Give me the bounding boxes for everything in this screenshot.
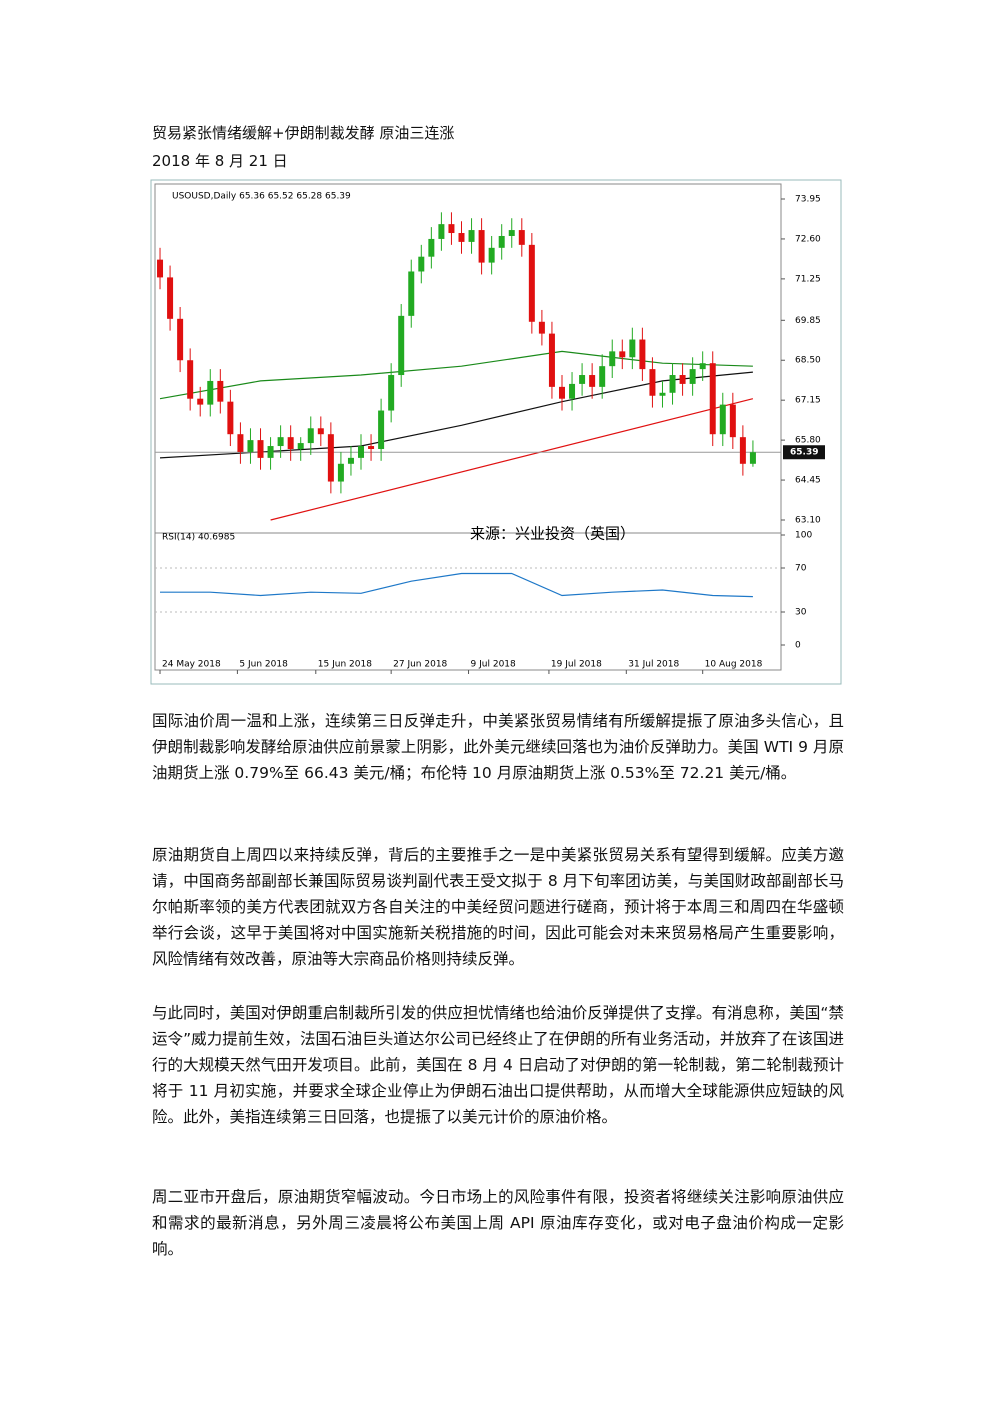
candle-body: [277, 437, 284, 447]
candle-body: [669, 375, 676, 393]
y-tick-label: 69.85: [795, 316, 821, 326]
candle-body: [247, 440, 254, 452]
candle-body: [629, 339, 636, 358]
candle-body: [709, 363, 716, 435]
candle-body: [599, 366, 606, 387]
candle-body: [217, 380, 224, 402]
candle-body: [609, 351, 616, 367]
candle-body: [579, 375, 586, 384]
y-tick-label: 65.80: [795, 436, 821, 446]
candle-body: [207, 380, 214, 405]
source-note: 来源：兴业投资（英国）: [470, 525, 635, 543]
rsi-line: [160, 572, 753, 598]
rsi-tick-label: 70: [795, 564, 807, 574]
candle-body: [498, 235, 505, 248]
candle-body: [589, 375, 596, 387]
paragraph: 国际油价周一温和上涨，连续第三日反弹走升，中美紧张贸易情绪有所缓解提振了原油多头…: [152, 712, 844, 782]
candle-body: [468, 230, 475, 242]
y-tick-label: 72.60: [795, 234, 821, 244]
candle-body: [739, 437, 746, 464]
candle-body: [257, 440, 264, 458]
candle-body: [649, 369, 656, 396]
candle-body: [558, 386, 565, 399]
paragraph: 周二亚市开盘后，原油期货窄幅波动。今日市场上的风险事件有限，投资者将继续关注影响…: [152, 1188, 844, 1258]
x-tick-label: 19 Jul 2018: [551, 660, 602, 670]
candle-body: [297, 443, 304, 449]
x-tick-label: 31 Jul 2018: [628, 660, 679, 670]
candle-body: [428, 238, 435, 257]
candle-body: [518, 230, 525, 245]
x-tick-label: 24 May 2018: [162, 660, 221, 670]
rsi-title: RSI(14) 40.6985: [162, 533, 235, 543]
rsi-tick-label: 0: [795, 641, 801, 651]
indicator-line: [159, 350, 753, 400]
indicator-line: [270, 398, 754, 521]
candle-body: [368, 446, 375, 449]
candle-body: [418, 256, 425, 272]
x-tick-label: 27 Jun 2018: [393, 660, 447, 670]
y-tick-label: 63.10: [795, 516, 821, 526]
candle-body: [659, 392, 666, 396]
candle-body: [388, 375, 395, 411]
candle-body: [267, 446, 274, 458]
plot-frame: [154, 183, 782, 671]
doc-title: 贸易紧张情绪缓解+伊朗制裁发酵 原油三连涨: [152, 124, 455, 142]
candle-body: [157, 259, 164, 278]
doc-date: 2018 年 8 月 21 日: [152, 152, 288, 170]
paragraph: 与此同时，美国对伊朗重启制裁所引发的供应担忧情绪也给油价反弹提供了支撑。有消息称…: [152, 1004, 844, 1126]
x-tick-label: 5 Jun 2018: [239, 660, 288, 670]
rsi-tick-label: 30: [795, 608, 807, 618]
candle-body: [197, 398, 204, 405]
candle-body: [508, 230, 515, 236]
y-tick-label: 67.15: [795, 396, 821, 406]
candle-body: [337, 463, 344, 482]
paragraph: 原油期货自上周四以来持续反弹，背后的主要推手之一是中美紧张贸易关系有望得到缓解。…: [152, 846, 844, 968]
x-tick-label: 15 Jun 2018: [318, 660, 372, 670]
candle-body: [699, 363, 706, 370]
candle-body: [639, 339, 646, 370]
candle-body: [528, 244, 535, 322]
candle-body: [538, 321, 545, 334]
candle-body: [478, 230, 485, 263]
price-tag-bg: [783, 445, 825, 460]
candle-body: [458, 233, 465, 242]
candle-body: [619, 351, 626, 358]
price-tag: 65.39: [790, 448, 818, 458]
chart-title: USOUSD,Daily 65.36 65.52 65.28 65.39: [172, 192, 351, 202]
candle-body: [548, 333, 555, 387]
candle-body: [327, 434, 334, 482]
candle-body: [307, 428, 314, 444]
y-tick-label: 68.50: [795, 356, 821, 366]
candle-body: [317, 428, 324, 435]
candle-body: [438, 224, 445, 239]
candle-body: [347, 457, 354, 464]
candle-body: [679, 375, 686, 384]
candle-body: [237, 434, 244, 452]
chart-frame: [150, 179, 842, 685]
candle-body: [689, 369, 696, 384]
y-tick-label: 73.95: [795, 195, 821, 205]
candle-body: [287, 437, 294, 449]
candle-body: [378, 410, 385, 449]
x-tick-label: 9 Jul 2018: [471, 660, 516, 670]
candle-body: [227, 401, 234, 435]
candle-body: [569, 383, 576, 399]
candle-body: [358, 446, 365, 458]
candle-body: [488, 247, 495, 263]
chart: USOUSD,Daily 65.36 65.52 65.28 65.39 RSI…: [150, 179, 842, 685]
candle-body: [729, 404, 736, 438]
candle-body: [719, 404, 726, 435]
y-tick-label: 64.45: [795, 476, 821, 486]
candle-body: [398, 315, 405, 376]
candle-body: [448, 224, 455, 234]
rsi-tick-label: 100: [795, 531, 812, 541]
candle-body: [749, 452, 756, 464]
x-tick-label: 10 Aug 2018: [705, 660, 763, 670]
candle-body: [177, 318, 184, 361]
y-tick-label: 71.25: [795, 274, 821, 284]
candle-body: [408, 271, 415, 316]
candle-body: [167, 277, 174, 319]
candle-body: [187, 360, 194, 399]
